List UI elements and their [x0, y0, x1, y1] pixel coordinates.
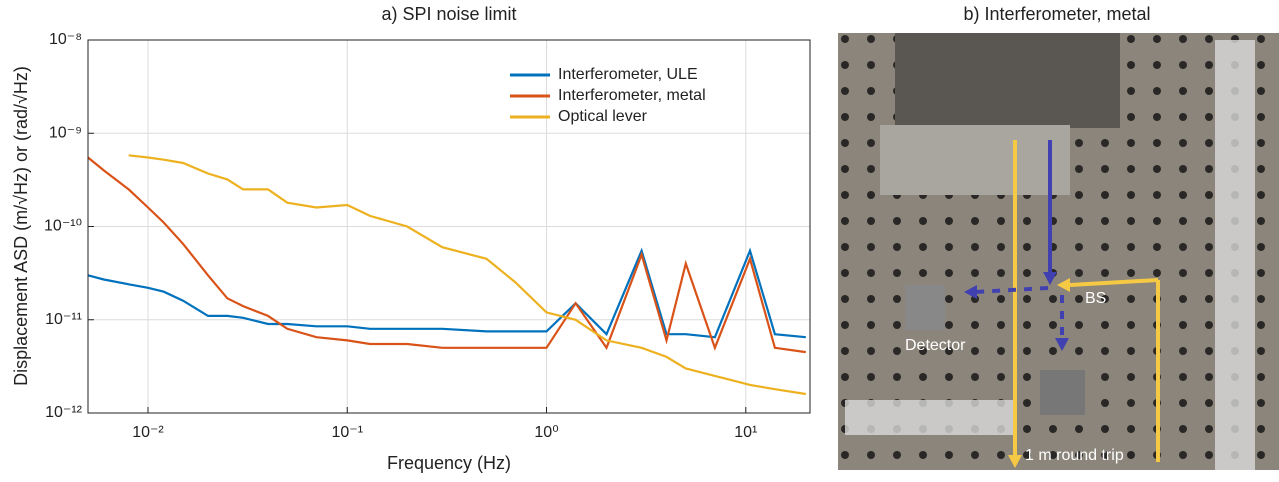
x-axis-label: Frequency (Hz): [387, 453, 511, 473]
legend-label: Interferometer, ULE: [558, 66, 698, 83]
arrow: [1055, 338, 1069, 351]
series-line: [87, 247, 806, 339]
detector-mount: [905, 285, 945, 330]
housing: [895, 33, 1120, 128]
mirror: [1040, 370, 1085, 415]
series-line: [128, 154, 806, 396]
y-axis-label: Displacement ASD (m/√Hz) or (rad/√Hz): [11, 66, 31, 386]
legend-label: Optical lever: [558, 108, 648, 125]
series-line: [87, 156, 806, 354]
photo-title: b) Interferometer, metal: [963, 4, 1150, 24]
legend-label: Interferometer, metal: [558, 87, 706, 104]
photo: BS Detector 1 m round trip: [838, 33, 1279, 470]
cables: [1215, 40, 1255, 470]
y-tick-label: 10⁻¹²: [45, 404, 83, 421]
mount: [880, 125, 1070, 195]
arrow: [1057, 278, 1070, 292]
photo-label: BS: [1085, 290, 1106, 307]
cables: [845, 400, 1015, 435]
beam: [974, 286, 1049, 294]
arrow: [964, 285, 977, 299]
y-tick-label: 10⁻⁸: [49, 31, 82, 48]
chart-title: a) SPI noise limit: [381, 4, 516, 24]
plot-frame: [87, 39, 811, 414]
arrow: [1043, 272, 1057, 285]
photo-label: 1 m round trip: [1025, 447, 1124, 464]
photo-label: Detector: [905, 337, 966, 354]
x-tick-label: 10⁻¹: [331, 424, 363, 441]
x-tick-label: 10⁻²: [132, 424, 164, 441]
arrow: [1008, 455, 1022, 468]
y-tick-label: 10⁻¹¹: [45, 311, 82, 328]
beam: [1069, 278, 1159, 287]
x-tick-label: 10¹: [734, 424, 757, 441]
x-tick-label: 10⁰: [534, 424, 558, 441]
y-tick-label: 10⁻⁹: [49, 124, 82, 141]
y-tick-label: 10⁻¹⁰: [44, 218, 82, 235]
